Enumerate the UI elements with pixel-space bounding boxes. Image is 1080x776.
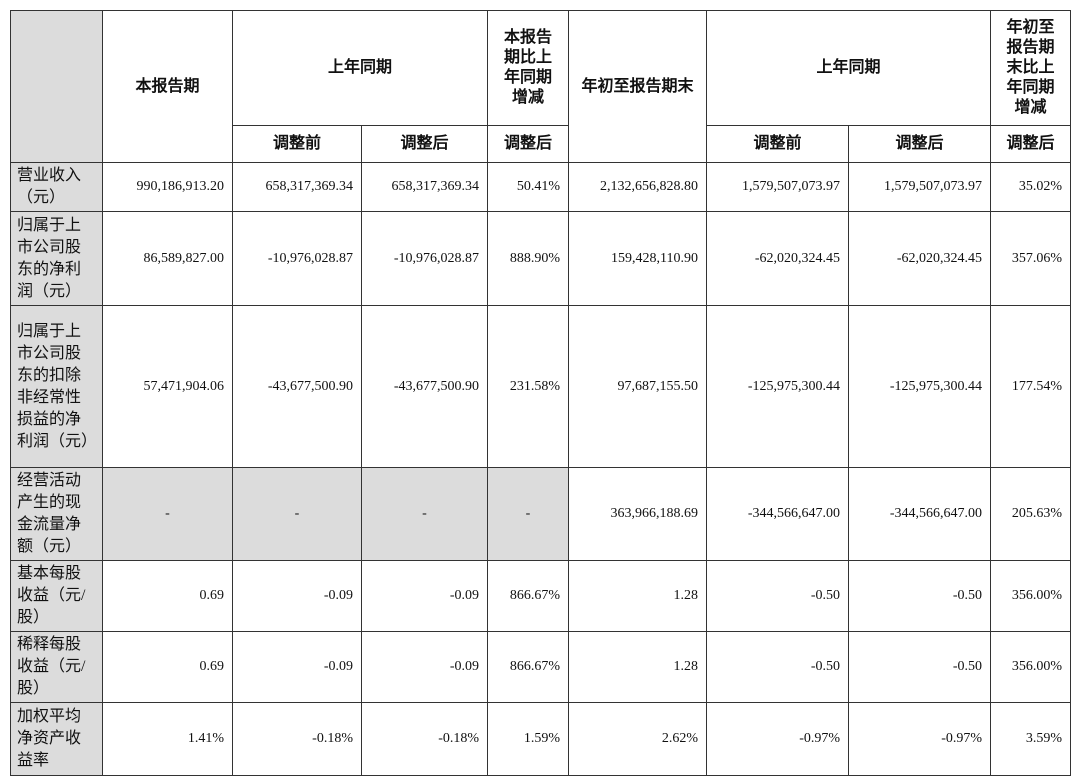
value-cell: 231.58% (487, 305, 570, 468)
value-cell: -0.18% (232, 702, 362, 776)
row-label: 经营活动产生的现金流量净额（元） (10, 467, 103, 561)
data-row: 稀释每股收益（元/股） 0.69 -0.09 -0.09 866.67% 1.28 -0.5… (10, 631, 1072, 703)
table-body: 本报告期 上年同期 本报告期比上年同期增减 年初至报告期末 上年同期 年初至报告期末比上年… (10, 10, 1072, 776)
value-cell: 35.02% (990, 162, 1072, 212)
value-cell: -344,566,647.00 (848, 467, 992, 561)
value-cell: -0.09 (360, 560, 489, 632)
value-cell: -0.18% (360, 702, 489, 776)
value-cell: -344,566,647.00 (706, 467, 850, 561)
value-cell: -0.09 (232, 631, 362, 703)
data-row: 加权平均净资产收益率 1.41% -0.18% -0.18% 1.59% 2.62% -0.… (10, 702, 1072, 776)
row-label: 归属于上市公司股东的净利润（元） (10, 211, 103, 306)
value-cell: -0.50 (848, 560, 992, 632)
header-cell: 年初至报告期末 (568, 10, 708, 163)
value-cell: 658,317,369.34 (232, 162, 362, 212)
data-row: 经营活动产生的现金流量净额（元） - - - -363,966,188.69 -344,5… (10, 467, 1072, 561)
row-label: 加权平均净资产收益率 (10, 702, 103, 776)
value-cell: -0.97% (848, 702, 992, 776)
data-row: 归属于上市公司股东的净利润（元） 86,589,827.00 -10,976,028… (10, 211, 1072, 306)
row-label: 稀释每股收益（元/股） (10, 631, 103, 703)
value-cell: 357.06% (990, 211, 1072, 306)
value-cell: 888.90% (487, 211, 570, 306)
header-cell: 本报告期比上年同期增减 (487, 10, 570, 126)
value-cell: 1,579,507,073.97 (848, 162, 992, 212)
value-cell: -0.50 (848, 631, 992, 703)
value-cell: 2,132,656,828.80 (568, 162, 708, 212)
value-cell: 658,317,369.34 (360, 162, 489, 212)
value-cell: 2.62% (568, 702, 708, 776)
value-cell: 356.00% (990, 560, 1072, 632)
header-cell: 年初至报告期末比上年同期增减 (990, 10, 1072, 126)
header-cell: 上年同期 (706, 10, 992, 126)
value-cell: 159,428,110.90 (568, 211, 708, 306)
value-cell: 866.67% (487, 560, 570, 632)
value-cell: -0.97% (706, 702, 850, 776)
value-cell: -62,020,324.45 (848, 211, 992, 306)
value-cell: 205.63% (990, 467, 1072, 561)
value-cell: 3.59% (990, 702, 1072, 776)
corner-cell (10, 10, 103, 163)
value-cell: 1.59% (487, 702, 570, 776)
subheader-cell: 调整前 (706, 125, 850, 163)
value-cell: 1.28 (568, 560, 708, 632)
data-row: 基本每股收益（元/股） 0.69 -0.09 -0.09 866.67% 1.28 -0.5… (10, 560, 1072, 632)
row-label: 营业收入（元） (10, 162, 103, 212)
value-cell: -62,020,324.45 (706, 211, 850, 306)
value-cell: 990,186,913.20 (102, 162, 233, 212)
row-label: 归属于上市公司股东的扣除非经常性损益的净利润（元） (10, 305, 103, 468)
value-cell: -0.09 (232, 560, 362, 632)
value-cell: -0.50 (706, 560, 850, 632)
header-row: 本报告期 上年同期 本报告期比上年同期增减 年初至报告期末 上年同期 年初至报告期末比上年… (10, 10, 1072, 163)
header-cell: 上年同期 (231, 10, 489, 126)
value-cell: -43,677,500.90 (232, 305, 362, 468)
value-cell: -125,975,300.44 (706, 305, 850, 468)
value-cell: 57,471,904.06 (102, 305, 233, 468)
value-cell: 1,579,507,073.97 (706, 162, 850, 212)
value-cell: - (360, 467, 489, 561)
value-cell: 1.28 (568, 631, 708, 703)
subheader-cell: 调整后 (990, 125, 1072, 163)
financial-table: 本报告期 上年同期 本报告期比上年同期增减 年初至报告期末 上年同期 年初至报告期末比上年… (10, 10, 1072, 776)
value-cell: -0.50 (706, 631, 850, 703)
value-cell: -10,976,028.87 (232, 211, 362, 306)
subheader-cell: 调整后 (848, 125, 992, 163)
value-cell: 50.41% (487, 162, 570, 212)
subheader-cell: 调整后 (360, 125, 489, 163)
value-cell: 177.54% (990, 305, 1072, 468)
row-label: 基本每股收益（元/股） (10, 560, 103, 632)
value-cell: 0.69 (102, 560, 233, 632)
value-cell: 363,966,188.69 (568, 467, 708, 561)
value-cell: - (232, 467, 362, 561)
value-cell: 97,687,155.50 (568, 305, 708, 468)
value-cell: -125,975,300.44 (848, 305, 992, 468)
value-cell: - (487, 467, 570, 561)
data-row: 营业收入（元） 990,186,913.20 658,317,369.34 658,3… (10, 162, 1072, 212)
subheader-cell: 调整后 (487, 125, 570, 163)
value-cell: 86,589,827.00 (102, 211, 233, 306)
value-cell: -10,976,028.87 (360, 211, 489, 306)
value-cell: 1.41% (102, 702, 233, 776)
value-cell: 0.69 (102, 631, 233, 703)
value-cell: -0.09 (360, 631, 489, 703)
value-cell: 356.00% (990, 631, 1072, 703)
value-cell: - (102, 467, 233, 561)
value-cell: -43,677,500.90 (360, 305, 489, 468)
value-cell: 866.67% (487, 631, 570, 703)
header-cell: 本报告期 (102, 10, 233, 163)
subheader-row: 调整前 调整后 调整后 调整前 调整后 调整后 (11, 125, 1072, 163)
subheader-cell: 调整前 (232, 125, 362, 163)
data-row: 归属于上市公司股东的扣除非经常性损益的净利润（元） 57,471,904.06 -4… (10, 305, 1072, 468)
